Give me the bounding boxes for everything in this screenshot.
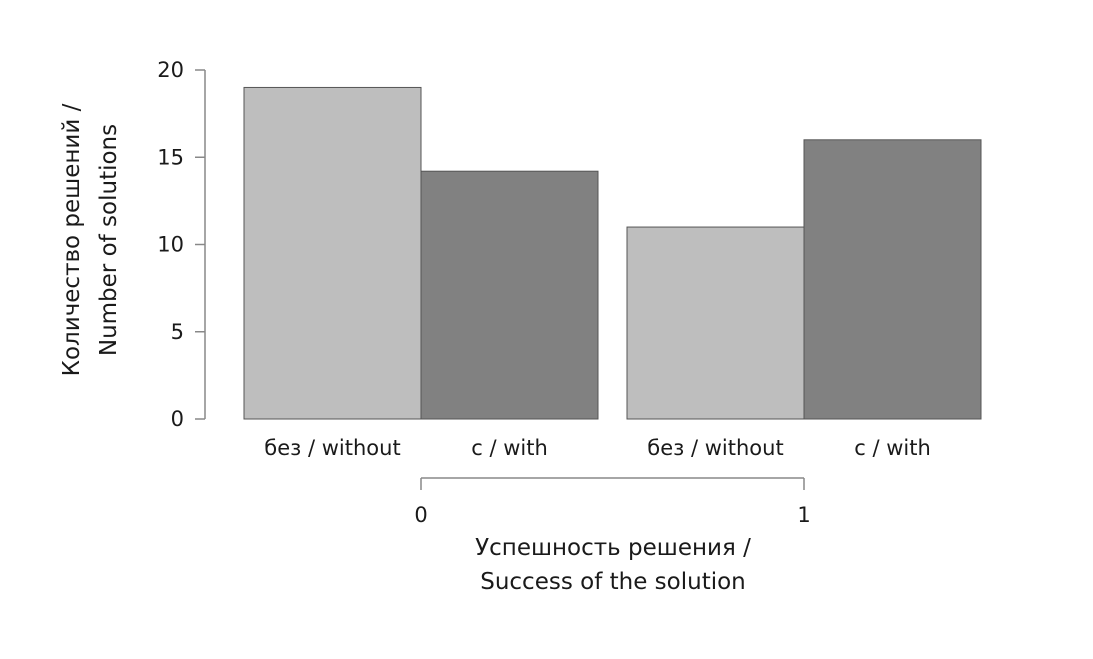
y-axis-title-line-2: Number of solutions — [96, 124, 122, 356]
y-tick-label: 10 — [157, 233, 184, 257]
x-axis-title-line-1: Успешность решения / — [475, 535, 751, 561]
category-label: без / without — [264, 436, 400, 460]
category-label: без / without — [647, 436, 783, 460]
bar — [420, 170, 599, 420]
y-tick-label: 5 — [171, 320, 184, 344]
x-tick-label: 0 — [414, 503, 427, 527]
y-tick-label: 20 — [157, 58, 184, 82]
category-labels: без / without с / with без / without с / wi… — [264, 436, 930, 460]
y-axis-title-line-1: Количество решений / — [59, 103, 85, 376]
bar — [243, 86, 422, 420]
category-label: с / with — [854, 436, 931, 460]
category-label: с / with — [471, 436, 548, 460]
x-axis-title-line-2: Success of the solution — [480, 569, 746, 595]
bar — [626, 226, 805, 420]
bars-layer — [243, 86, 982, 420]
x-tick-label: 1 — [797, 503, 810, 527]
bar — [803, 139, 982, 420]
y-tick-label: 0 — [171, 407, 184, 431]
y-axis: 0 5 10 15 20 — [157, 58, 206, 431]
y-tick-label: 15 — [157, 145, 184, 169]
